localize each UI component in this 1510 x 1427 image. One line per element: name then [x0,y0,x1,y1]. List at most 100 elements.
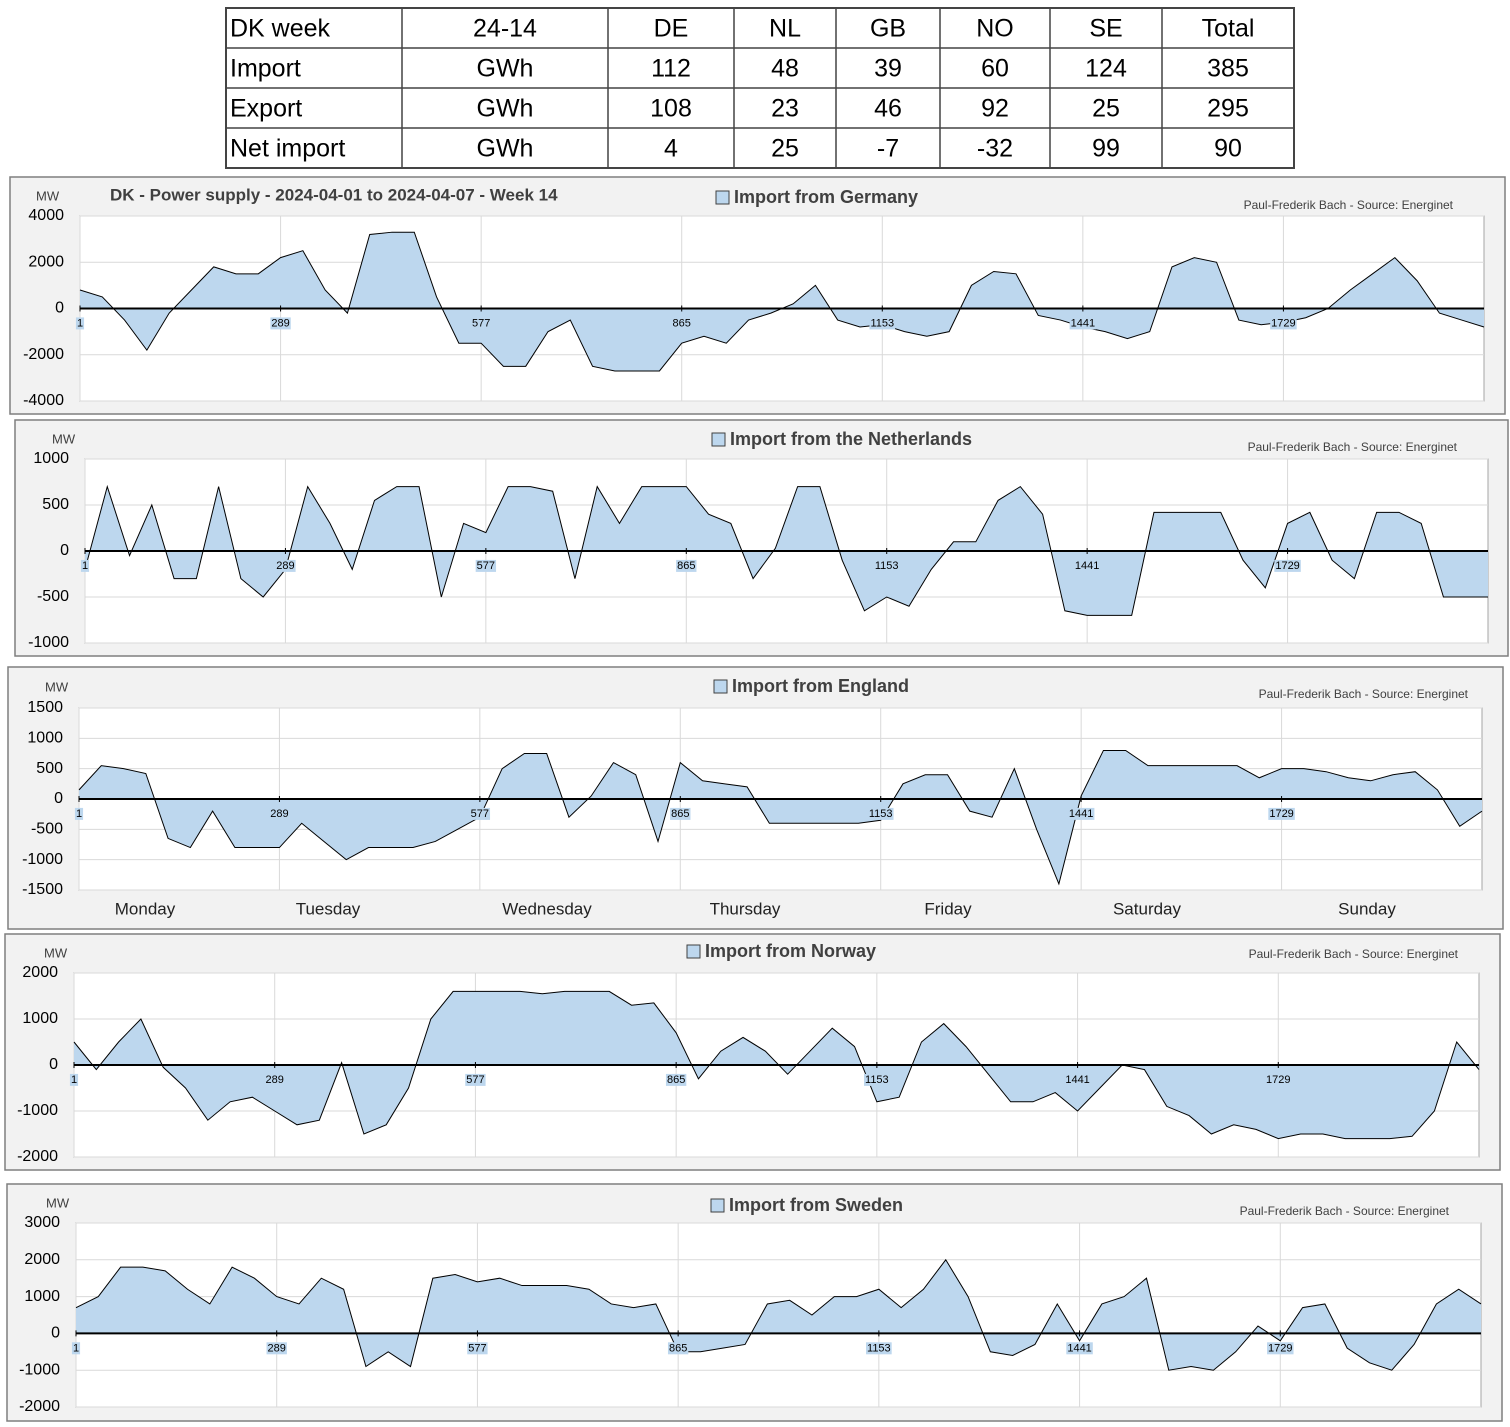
legend-label: Import from Norway [705,941,876,961]
x-tick-label: 577 [471,808,489,820]
area [80,232,1484,371]
table-cell: Total [1202,15,1255,43]
unit-label: MW [44,945,68,960]
legend-label: Import from Sweden [729,1195,903,1215]
area [76,1259,1481,1371]
x-tick-bg [869,317,896,330]
table-cell: SE [1089,15,1122,43]
table-cell: 108 [650,95,692,123]
x-tick-bg [1268,807,1295,820]
area [79,750,1482,884]
series-line [84,484,1488,616]
x-tick-bg [1274,559,1301,572]
x-tick-bg [1265,1073,1292,1086]
table-cell: 25 [771,135,799,163]
table-cell: DK week [230,15,331,43]
y-tick-label: 2000 [24,1251,60,1268]
table-cell: 23 [771,95,799,123]
table-cell: Export [230,95,302,123]
x-tick-bg [665,1073,687,1086]
table-cell: 25 [1092,95,1120,123]
x-tick-bg [69,1073,79,1086]
credit: Paul-Frederik Bach - Source: Energinet [1244,198,1454,212]
table-cell: 124 [1085,55,1127,83]
day-label: Sunday [1338,899,1396,918]
x-tick-bg [671,317,692,330]
x-tick-label: 577 [472,317,490,329]
x-tick-bg [264,1073,285,1086]
x-tick-label: 577 [477,560,495,572]
x-tick-label: 1153 [875,560,899,572]
table-cell: NO [976,15,1014,43]
x-tick-label: 865 [667,1074,685,1086]
chart-title: DK - Power supply - 2024-04-01 to 2024-0… [110,185,558,204]
day-label: Wednesday [502,899,592,918]
x-tick-label: 577 [466,1074,484,1086]
table-cell: 112 [651,55,691,83]
x-tick-label: 1729 [1266,1074,1290,1086]
x-tick-bg [465,1073,486,1086]
table-cell: 90 [1214,135,1242,163]
y-tick-label: -1000 [19,1361,60,1378]
x-tick-label: 1729 [1268,1342,1292,1354]
x-tick-label: 577 [468,1342,486,1354]
y-tick-label: 0 [54,790,63,807]
x-tick-label: 1729 [1269,808,1293,820]
day-label: Friday [924,899,972,918]
y-tick-label: 2000 [28,253,64,270]
table-cell: DE [654,15,689,43]
x-tick-bg [75,317,85,330]
y-tick-label: -2000 [19,1398,60,1415]
x-tick-bg [80,559,90,572]
table-cell: -7 [877,135,899,163]
table-cell: 39 [874,55,902,83]
day-label: Thursday [710,899,781,918]
table-cell: Net import [230,135,345,163]
x-tick-label: 1 [73,1342,79,1354]
x-tick-label: 1153 [869,808,893,820]
table-cell: 295 [1207,95,1249,123]
x-tick-bg [1069,317,1097,330]
y-tick-label: -500 [31,821,63,838]
y-tick-label: 1000 [24,1288,60,1305]
x-tick-label: 289 [271,317,289,329]
x-tick-label: 865 [673,317,691,329]
y-tick-label: 500 [36,760,63,777]
table-cell: 92 [981,95,1009,123]
x-tick-label: 865 [669,1342,687,1354]
x-tick-bg [866,1342,892,1355]
table-cell: -32 [977,135,1013,163]
x-tick-bg [470,317,492,330]
y-tick-label: 4000 [28,207,64,224]
y-tick-label: 2000 [22,964,58,981]
series-line [75,1258,1482,1371]
x-tick-bg [1267,1342,1294,1355]
legend-swatch [715,190,730,205]
x-tick-bg [1064,1073,1091,1086]
x-tick-label: 1441 [1065,1074,1089,1086]
day-label: Saturday [1113,899,1182,918]
table-cell: 48 [771,55,799,83]
x-tick-label: 865 [677,560,695,572]
y-tick-label: 1000 [22,1010,58,1027]
x-tick-bg [270,317,291,330]
legend-label: Import from England [732,676,909,696]
credit: Paul-Frederik Bach - Source: Energinet [1259,687,1469,701]
day-label: Tuesday [296,899,361,918]
x-tick-bg [867,807,894,820]
y-tick-label: 1500 [27,699,63,716]
x-tick-bg [1066,1342,1093,1355]
legend-swatch [686,944,701,959]
table-cell: NL [769,15,801,43]
x-tick-bg [1270,317,1297,330]
x-tick-label: 289 [276,560,294,572]
x-tick-bg [469,807,491,820]
table-cell: GB [870,15,906,43]
x-tick-bg [467,1342,488,1355]
table-cell: 60 [981,55,1009,83]
credit: Paul-Frederik Bach - Source: Energinet [1248,440,1458,454]
y-tick-label: -2000 [17,1148,58,1165]
table-cell: 4 [664,135,678,163]
x-tick-bg [1073,559,1101,572]
y-tick-label: 0 [51,1325,60,1342]
